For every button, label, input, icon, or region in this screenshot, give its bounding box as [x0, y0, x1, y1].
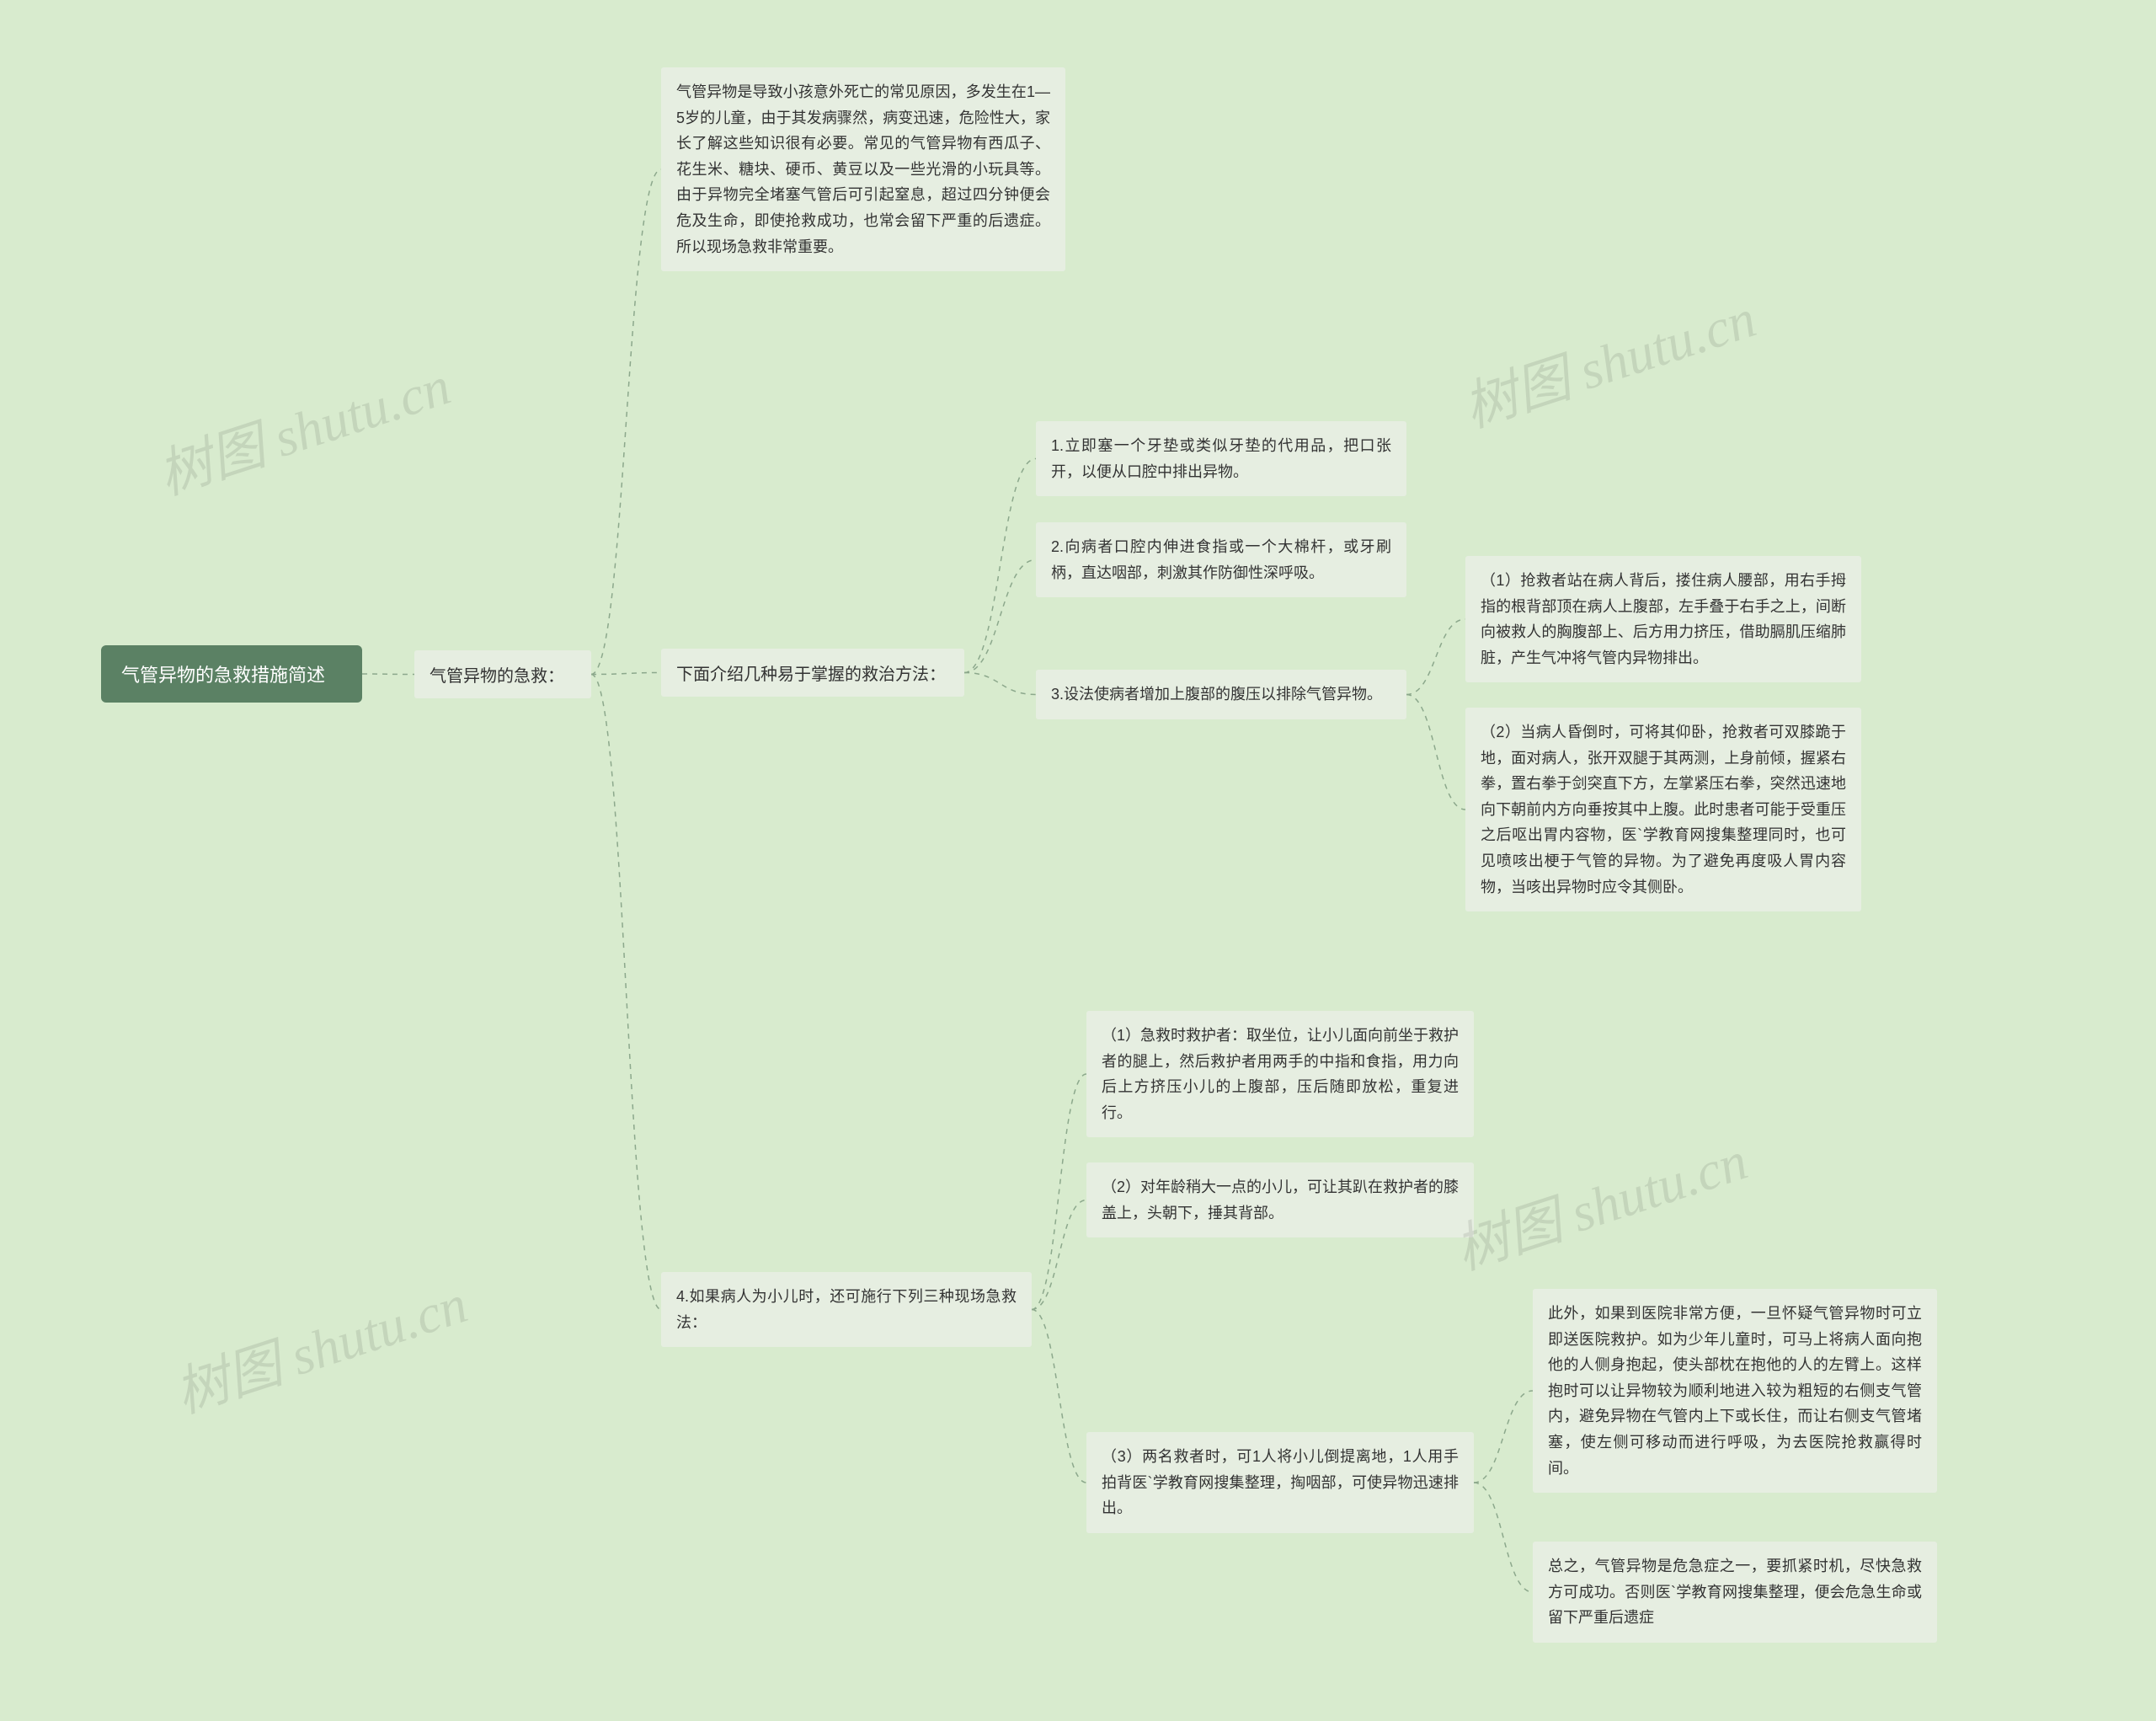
- watermark: 树图 shutu.cn: [1453, 275, 1764, 442]
- leaf-node-m4a[interactable]: （1）急救时救护者：取坐位，让小儿面向前坐于救护者的腿上，然后救护者用两手的中指…: [1086, 1011, 1474, 1137]
- leaf-node-m4b[interactable]: （2）对年龄稍大一点的小儿，可让其趴在救护者的膝盖上，头朝下，捶其背部。: [1086, 1162, 1474, 1237]
- branch-node[interactable]: 气管异物的急救：: [414, 650, 591, 698]
- branch-node-methods[interactable]: 下面介绍几种易于掌握的救治方法：: [661, 649, 964, 697]
- leaf-node-m2[interactable]: 2.向病者口腔内伸进食指或一个大棉杆，或牙刷柄，直达咽部，刺激其作防御性深呼吸。: [1036, 522, 1406, 597]
- watermark: 树图 shutu.cn: [147, 343, 459, 510]
- watermark: 树图 shutu.cn: [164, 1261, 476, 1428]
- root-node[interactable]: 气管异物的急救措施简述: [101, 645, 362, 703]
- branch-node-m4[interactable]: 4.如果病人为小儿时，还可施行下列三种现场急救法：: [661, 1272, 1032, 1347]
- leaf-node-m4c2[interactable]: 总之，气管异物是危急症之一，要抓紧时机，尽快急救方可成功。否则医`学教育网搜集整…: [1533, 1542, 1937, 1643]
- mindmap-canvas: 气管异物的急救措施简述 气管异物的急救： 气管异物是导致小孩意外死亡的常见原因，…: [0, 0, 2156, 1721]
- leaf-node-m3[interactable]: 3.设法使病者增加上腹部的腹压以排除气管异物。: [1036, 670, 1406, 719]
- leaf-node-m1[interactable]: 1.立即塞一个牙垫或类似牙垫的代用品，把口张开，以便从口腔中排出异物。: [1036, 421, 1406, 496]
- leaf-node-m4c1[interactable]: 此外，如果到医院非常方便，一旦怀疑气管异物时可立即送医院救护。如为少年儿童时，可…: [1533, 1289, 1937, 1493]
- leaf-node-m3b[interactable]: （2）当病人昏倒时，可将其仰卧，抢救者可双膝跪于地，面对病人，张开双腿于其两测，…: [1465, 708, 1861, 911]
- leaf-node-m4c[interactable]: （3）两名救者时，可1人将小儿倒提离地，1人用手拍背医`学教育网搜集整理，掏咽部…: [1086, 1432, 1474, 1533]
- leaf-node-intro[interactable]: 气管异物是导致小孩意外死亡的常见原因，多发生在1—5岁的儿童，由于其发病骤然，病…: [661, 67, 1065, 271]
- leaf-node-m3a[interactable]: （1）抢救者站在病人背后，搂住病人腰部，用右手拇指的根背部顶在病人上腹部，左手叠…: [1465, 556, 1861, 682]
- watermark: 树图 shutu.cn: [1444, 1118, 1756, 1285]
